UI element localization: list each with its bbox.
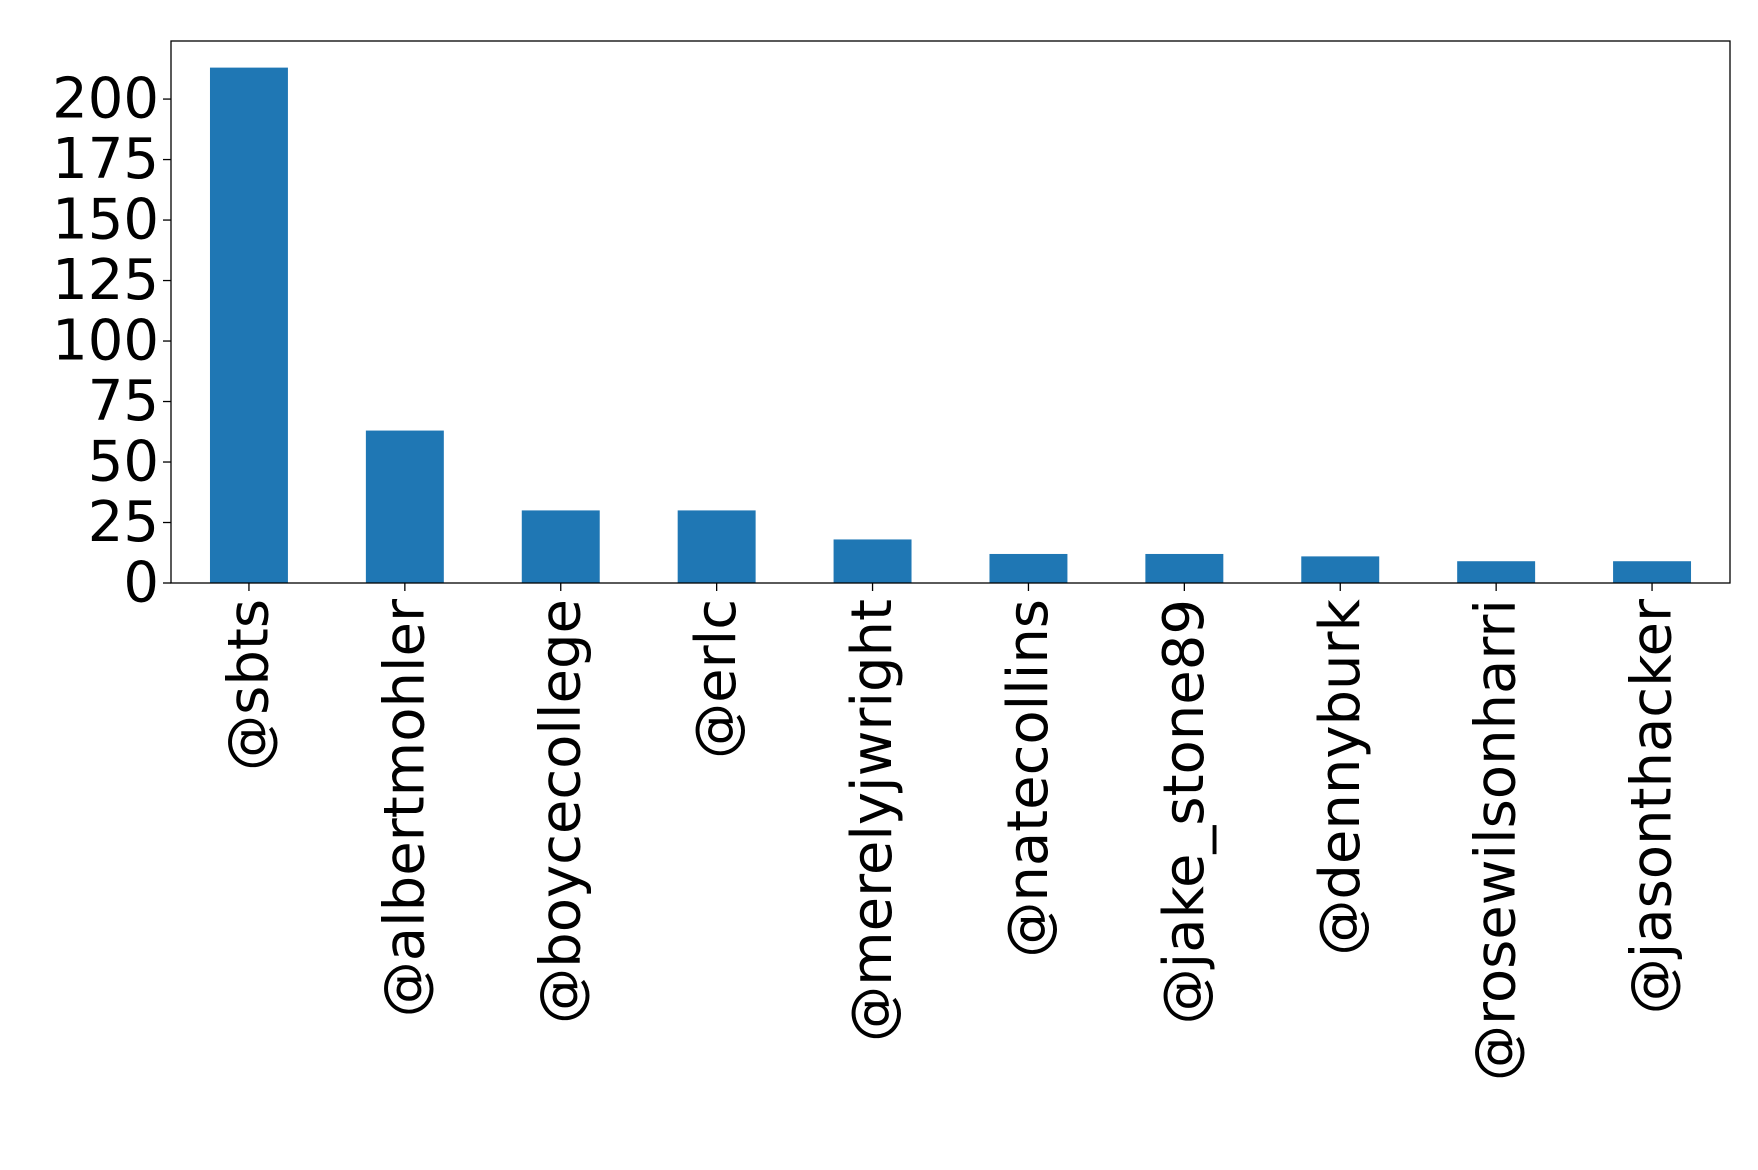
x-tick-label: @jasonthacker: [1620, 598, 1685, 1014]
x-tick-label: @natecollins: [996, 599, 1061, 958]
x-tick-label: @jake_stone89: [1152, 599, 1217, 1024]
y-tick-label: 125: [52, 248, 159, 313]
y-tick-label: 25: [88, 490, 159, 555]
x-tick-label: @erlc: [684, 599, 749, 759]
bars-layer: [209, 67, 1692, 583]
bar: [677, 510, 756, 583]
bar: [209, 67, 288, 583]
bar: [989, 553, 1068, 583]
bar: [521, 510, 600, 583]
y-tick-label: 200: [52, 67, 159, 132]
x-axis: @sbts @albertmohler @boycecollege @erlc @mer…: [216, 583, 1685, 1081]
y-tick-label: 175: [52, 127, 159, 192]
bar: [1145, 553, 1224, 583]
x-tick-label: @albertmohler: [372, 598, 437, 1017]
bar: [365, 430, 444, 583]
bar: [833, 539, 912, 583]
y-tick-label: 75: [88, 369, 159, 434]
y-tick-label: 100: [52, 309, 159, 374]
y-tick-label: 50: [88, 430, 159, 495]
y-tick-label: 150: [52, 188, 159, 253]
x-tick-label: @rosewilsonharri: [1464, 599, 1529, 1081]
bar: [1613, 561, 1692, 583]
y-tick-label: 0: [123, 551, 159, 616]
x-tick-label: @merelyjwright: [840, 599, 905, 1042]
plot-frame: [170, 40, 1731, 584]
bar: [1301, 556, 1380, 583]
x-tick-label: @dennyburk: [1308, 598, 1373, 955]
bar: [1457, 561, 1536, 583]
x-tick-label: @sbts: [216, 599, 281, 771]
x-tick-label: @boycecollege: [528, 599, 593, 1024]
